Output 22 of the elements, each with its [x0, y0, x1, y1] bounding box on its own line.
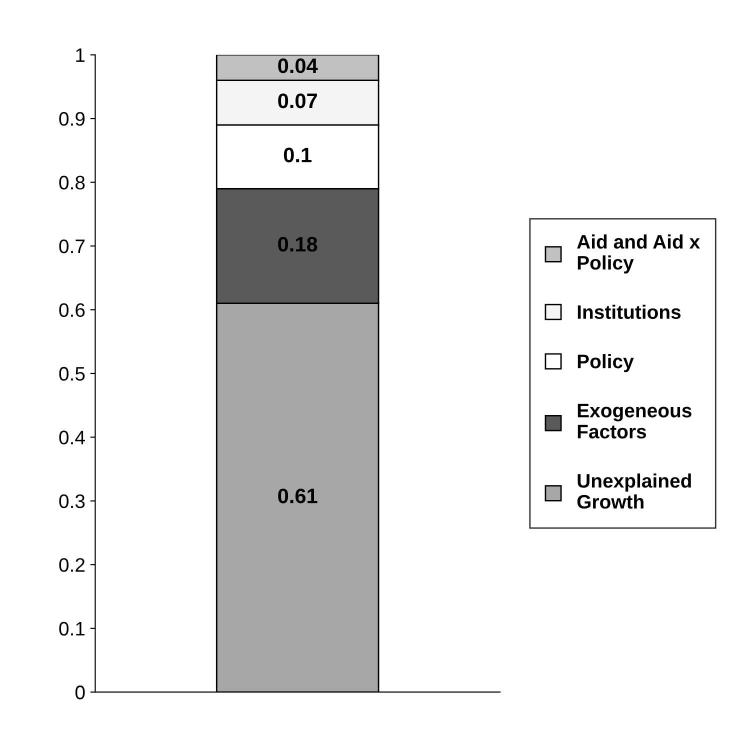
legend-label: Unexplained Growth	[577, 473, 691, 509]
data-label: 0.61	[278, 488, 318, 504]
data-label: 0.18	[278, 236, 318, 252]
y-tick-label: 0.9	[59, 112, 85, 126]
y-tick-label: 0.2	[59, 558, 85, 572]
data-label: 0.04	[278, 58, 318, 74]
data-label: 0.07	[278, 93, 317, 108]
y-tick-label: 0.4	[59, 430, 85, 444]
y-tick-label: 0.5	[59, 366, 85, 381]
text: Policy	[578, 354, 634, 372]
legend-label: Policy	[578, 255, 634, 274]
y-tick-label: 1	[76, 48, 85, 62]
legend-label: Exogeneous Factors	[578, 404, 692, 438]
y-tick-label: 0.8	[59, 176, 85, 190]
data-label: 0.1	[284, 148, 312, 162]
y-tick-label: 0	[75, 686, 85, 700]
y-tick-label: 0.6	[59, 303, 85, 317]
text: Aid and Aid x	[577, 234, 700, 249]
y-tick-label: 0.1	[59, 622, 85, 636]
y-tick-label: 0.7	[59, 239, 85, 254]
legend-label: Institutions	[578, 304, 681, 319]
y-tick-label: 0.3	[59, 494, 85, 508]
